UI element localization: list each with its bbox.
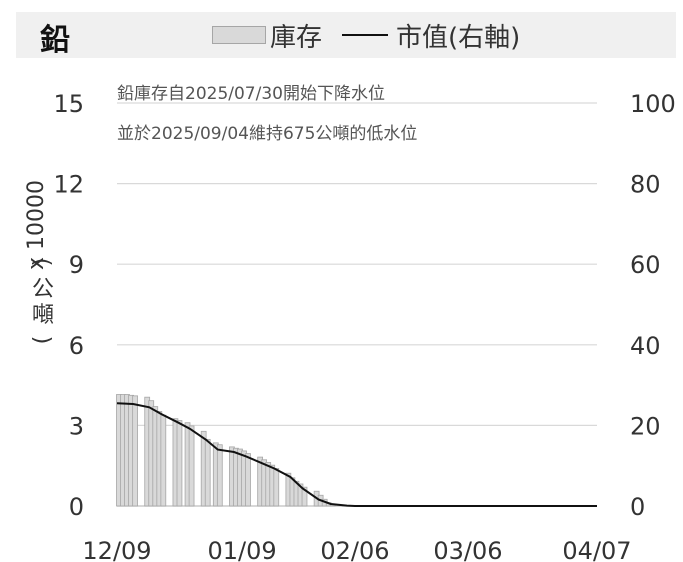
- x-tick-label: 03/06: [433, 537, 502, 562]
- y-axis-unit-label: ( 公噸): [29, 258, 54, 345]
- unit-label-char: 公: [32, 277, 54, 302]
- right-tick-label: 40: [630, 332, 661, 360]
- title-bar: 鉛 庫存 市值(右軸): [16, 12, 676, 58]
- right-tick-label: 100: [630, 90, 676, 118]
- left-tick-label: 12: [53, 171, 84, 199]
- x-axis-ticks: 12/09 01/09 02/06 03/06 04/07: [82, 537, 631, 562]
- inventory-bar: [132, 395, 138, 507]
- market-value-line-path: [116, 402, 597, 507]
- legend-bar-label: 庫存: [270, 22, 323, 53]
- left-tick-label: 15: [53, 90, 84, 118]
- inventory-bar: [176, 420, 183, 507]
- inventory-bar: [216, 444, 223, 507]
- legend: 庫存 市值(右軸): [212, 19, 521, 53]
- annotation-line-2: 並於2025/09/04維持675公噸的低水位: [117, 124, 417, 144]
- inventory-bar: [245, 453, 251, 507]
- unit-label-char: ): [29, 336, 54, 345]
- legend-line-swatch: [342, 34, 389, 36]
- left-tick-label: 6: [69, 332, 84, 360]
- right-axis-ticks: 0 20 40 60 80 100: [630, 90, 676, 521]
- inventory-bar: [301, 486, 308, 507]
- left-tick-label: 3: [69, 412, 84, 440]
- right-tick-label: 80: [630, 171, 661, 199]
- inventory-bar: [273, 467, 280, 507]
- right-tick-label: 60: [630, 251, 661, 279]
- y-axis-multiplier: x 10000: [24, 180, 49, 270]
- annotation-line-1: 鉛庫存自2025/07/30開始下降水位: [117, 84, 385, 104]
- inventory-bar: [204, 438, 211, 507]
- market-value-line: [116, 402, 597, 507]
- chart-title: 鉛: [40, 23, 70, 58]
- inventory-bar: [188, 425, 195, 507]
- unit-label-char: (: [29, 258, 54, 267]
- right-tick-label: 20: [630, 412, 661, 440]
- unit-label-char: 噸: [32, 303, 54, 328]
- x-tick-label: 01/09: [207, 537, 276, 562]
- x-tick-label: 12/09: [82, 537, 151, 562]
- legend-line-label: 市值(右軸): [396, 22, 521, 53]
- right-tick-label: 0: [630, 493, 645, 521]
- left-tick-label: 9: [69, 251, 84, 279]
- x-tick-label: 02/06: [320, 537, 389, 562]
- inventory-bars: [116, 394, 356, 507]
- legend-bar-swatch: [212, 26, 266, 44]
- left-tick-label: 0: [69, 493, 84, 521]
- x-tick-label: 04/07: [562, 537, 631, 562]
- left-axis-ticks: 0 3 6 9 12 15: [53, 90, 84, 521]
- inventory-bar: [160, 414, 167, 507]
